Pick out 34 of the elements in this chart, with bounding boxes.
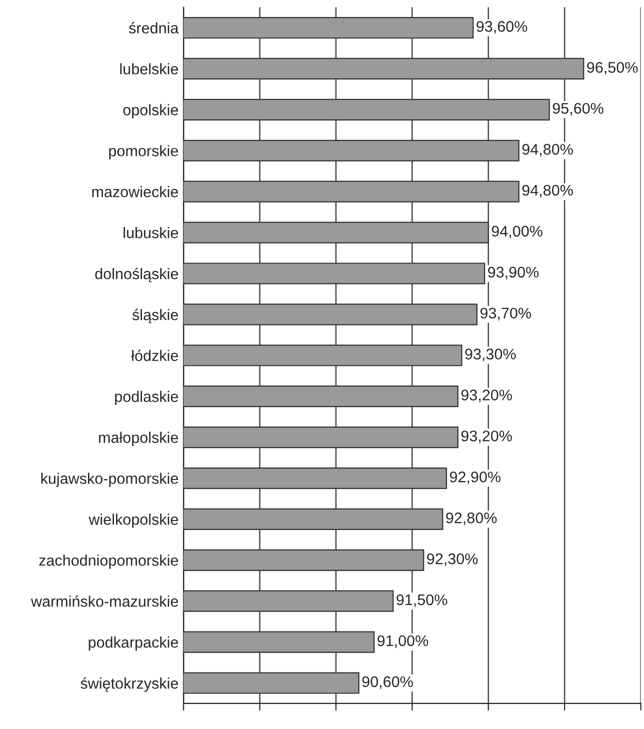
y-tick-label: pomorskie [109, 145, 178, 160]
data-label: 93,20% [461, 390, 512, 402]
data-label: 93,20% [461, 430, 512, 444]
data-label: 90,60% [362, 676, 413, 689]
data-label: 93,60% [476, 21, 528, 34]
data-label: 92,90% [450, 472, 501, 484]
y-tick-label: opolskie [123, 104, 178, 118]
data-label: 92,80% [446, 512, 497, 526]
data-label: 94,80% [522, 184, 573, 198]
data-label: 91,50% [396, 594, 448, 608]
y-tick-label: świętokrzyskie [80, 677, 178, 692]
y-tick-label: podkarpackie [88, 636, 178, 651]
y-tick-label: warmińsko-mazurskie [30, 595, 178, 607]
y-tick-label: podlaskie [115, 390, 178, 406]
y-tick-label: dolnośląskie [95, 268, 178, 282]
y-tick-label: mazowieckie [92, 186, 178, 198]
y-tick-label: wielkopolskie [88, 514, 178, 528]
y-tick-label: kujawsko-pomorskie [41, 472, 178, 487]
data-label: 93,30% [465, 348, 516, 362]
data-label: 95,60% [552, 102, 604, 116]
y-tick-label: lubelskie [120, 63, 178, 74]
y-tick-label: średnia [129, 22, 179, 34]
data-label: 93,70% [480, 308, 531, 320]
y-tick-label: śląskie [132, 308, 178, 324]
data-label: 93,90% [488, 266, 539, 280]
y-tick-label: małopolskie [99, 432, 178, 446]
data-label: 96,50% [587, 62, 638, 75]
y-tick-label: łódzkie [131, 350, 178, 362]
data-label: 94,00% [492, 226, 542, 238]
data-label: 92,30% [427, 553, 478, 566]
data-label: 91,00% [378, 635, 428, 648]
y-tick-label: zachodniopomorskie [39, 554, 178, 569]
y-tick-label: lubuskie [124, 226, 178, 238]
data-label: 94,80% [522, 144, 573, 157]
